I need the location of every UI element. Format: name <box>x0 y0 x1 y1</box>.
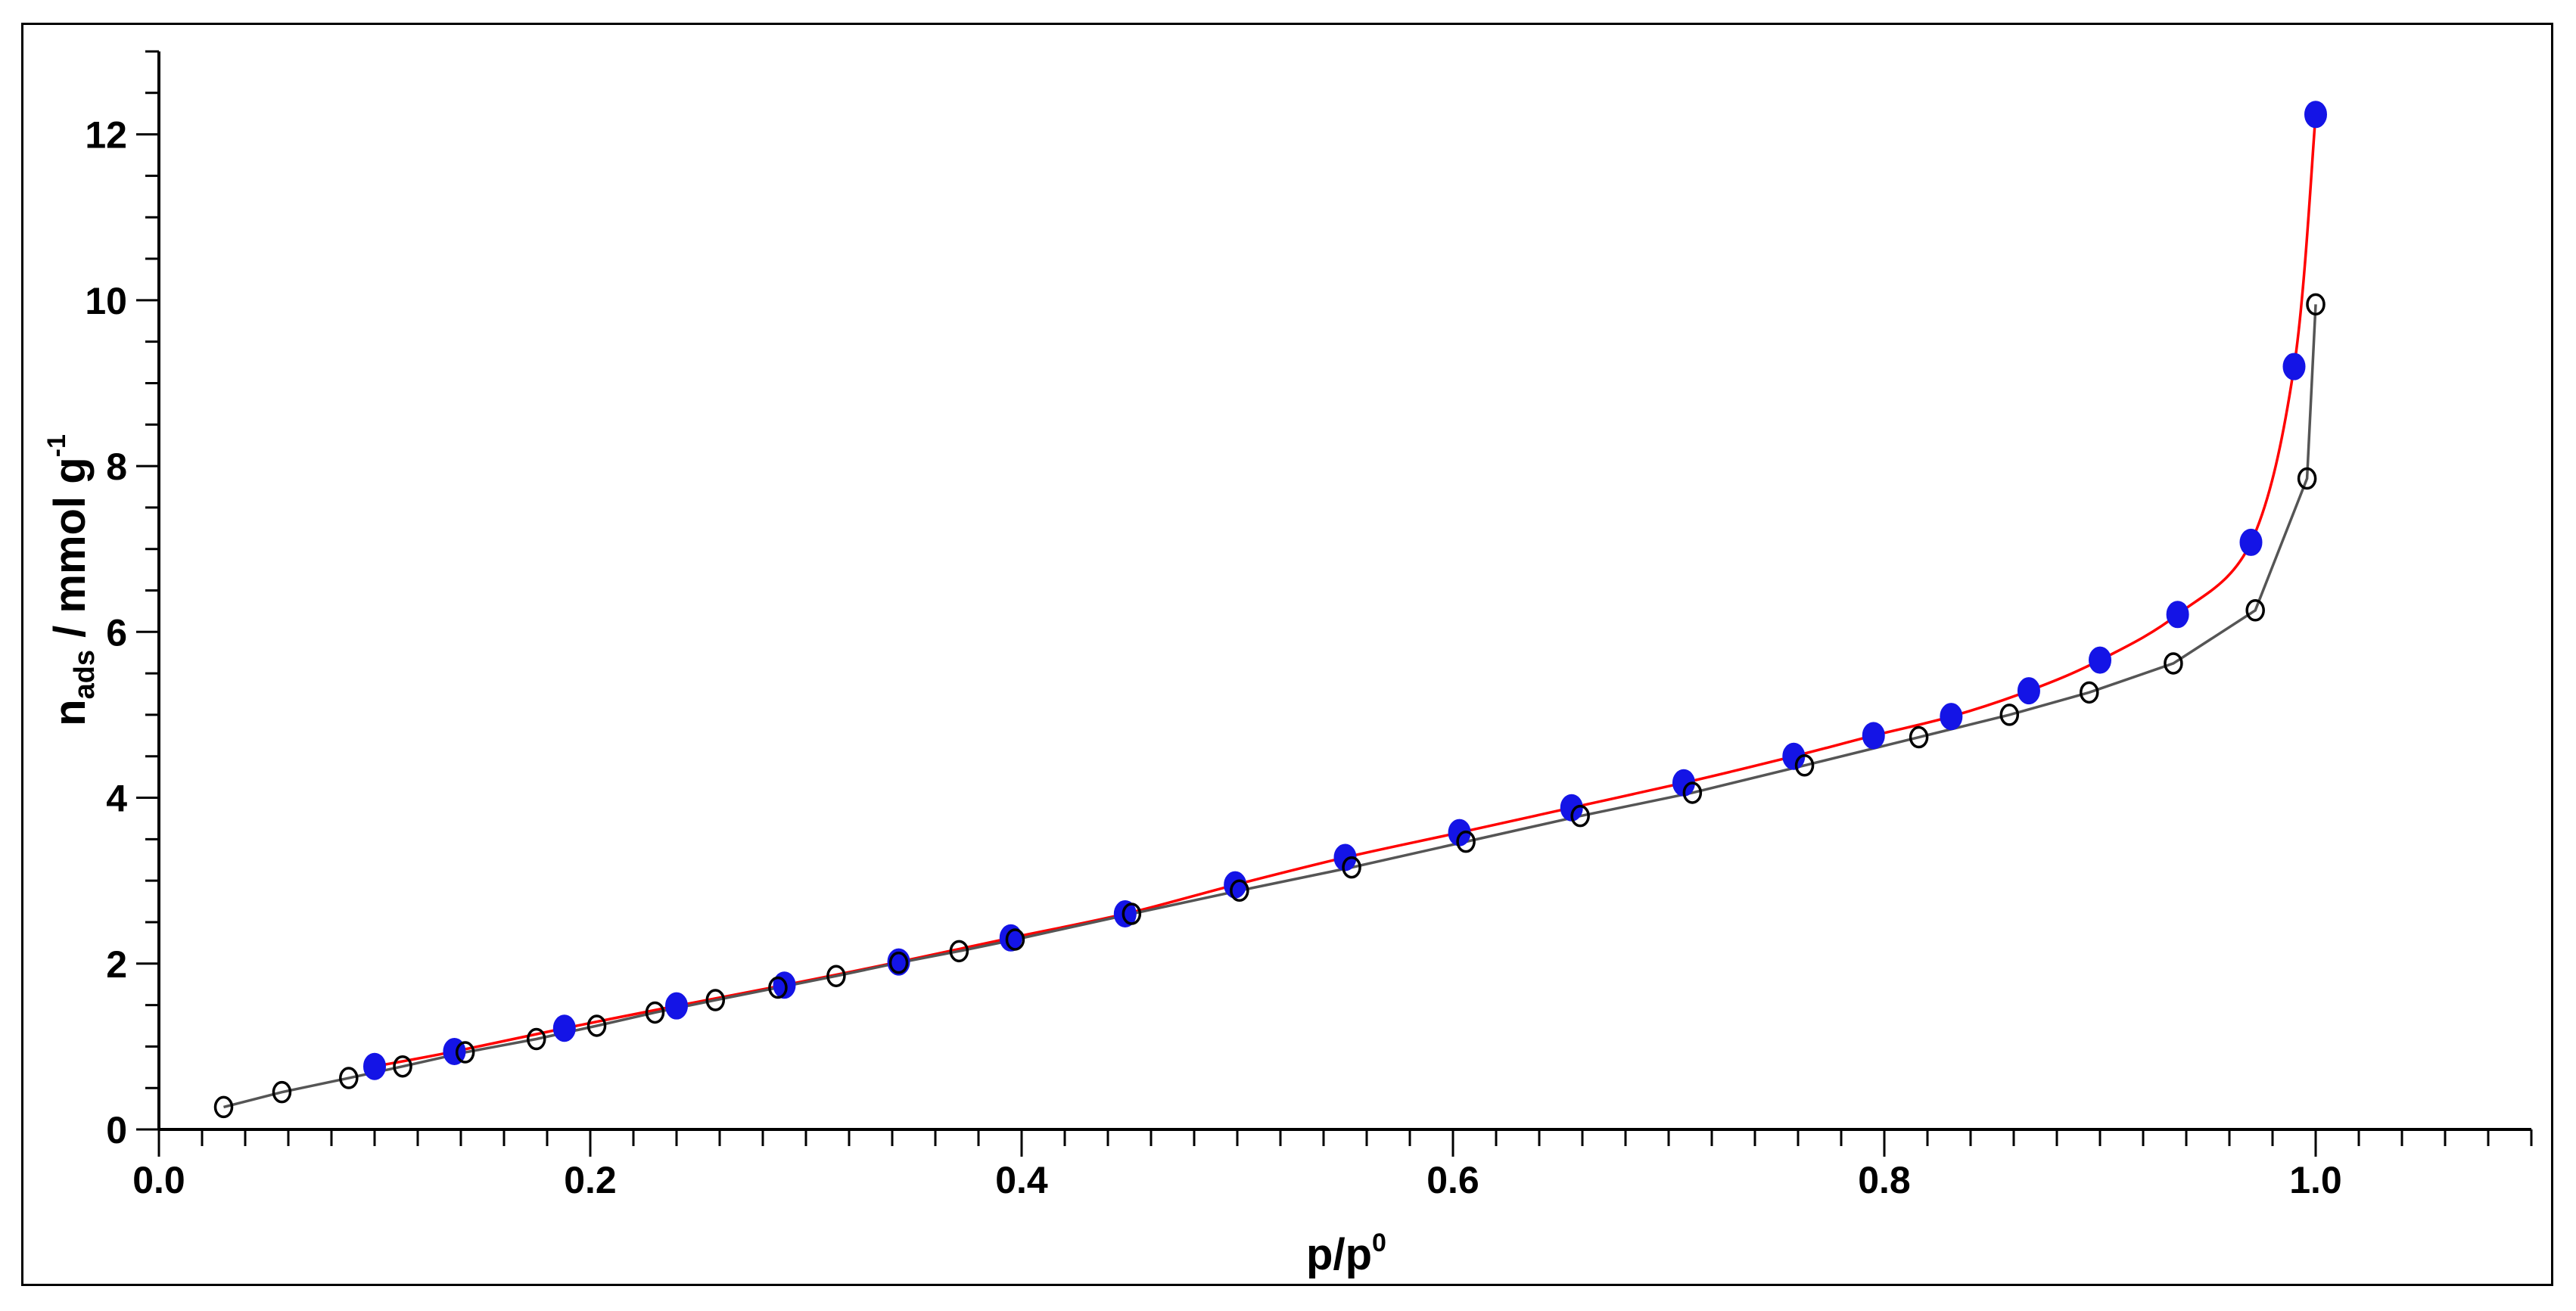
y-ticks: 0 2 4 6 8 10 12 <box>85 50 159 1151</box>
y-tick-label: 4 <box>106 778 127 820</box>
adsorption-point <box>768 976 788 999</box>
adsorption-point <box>272 1080 292 1104</box>
adsorption-point <box>705 989 726 1011</box>
desorption-point <box>1862 722 1885 750</box>
x-tick-label: 0.6 <box>1426 1159 1479 1201</box>
x-axis-title: p/p0 <box>1306 1229 1386 1279</box>
desorption-point <box>363 1052 386 1080</box>
y-tick-label: 10 <box>85 280 127 322</box>
adsorption-point <box>826 965 846 987</box>
desorption-point <box>665 992 688 1020</box>
adsorption-point <box>1682 781 1703 804</box>
desorption-point <box>1113 900 1137 927</box>
adsorption-line <box>223 304 2317 1109</box>
desorption-point <box>2304 101 2327 129</box>
axes: 0.0 0.2 0.4 0.6 0.8 1.0 0 2 4 6 8 10 12 <box>85 50 2533 1201</box>
adsorption-point <box>2080 681 2099 704</box>
series-layer <box>213 101 2327 1119</box>
x-tick-label: 0.2 <box>564 1159 617 1201</box>
adsorption-point <box>1122 902 1142 925</box>
adsorption-point <box>527 1027 546 1051</box>
chart-frame <box>21 23 2553 1286</box>
adsorption-point <box>1794 754 1815 777</box>
desorption-point <box>552 1014 576 1042</box>
desorption-point <box>2089 646 2111 674</box>
desorption-point <box>2017 677 2040 705</box>
adsorption-point <box>2306 293 2326 316</box>
desorption-point <box>999 924 1022 952</box>
adsorption-point <box>339 1067 359 1089</box>
adsorption-point <box>1005 928 1025 951</box>
adsorption-point <box>645 1001 665 1024</box>
adsorption-point <box>2245 599 2265 622</box>
x-tick-label: 1.0 <box>2289 1159 2342 1201</box>
desorption-point <box>2239 528 2263 556</box>
y-tick-label: 8 <box>106 446 127 488</box>
adsorption-point <box>455 1041 475 1064</box>
desorption-point <box>1940 703 1963 731</box>
y-axis-title: nads / mmol g-1 <box>42 434 101 726</box>
adsorption-point <box>2164 652 2183 675</box>
adsorption-point <box>1456 830 1476 853</box>
y-tick-label: 2 <box>106 943 127 986</box>
y-tick-label: 0 <box>106 1109 127 1151</box>
x-tick-label: 0.8 <box>1858 1159 1911 1201</box>
adsorption-point <box>586 1014 607 1037</box>
y-tick-label: 6 <box>106 611 127 654</box>
desorption-point <box>2166 601 2189 629</box>
adsorption-point <box>2297 467 2317 490</box>
desorption-line <box>374 114 2317 1068</box>
adsorption-point <box>1999 704 2020 726</box>
desorption-point <box>1224 871 1247 899</box>
adsorption-point <box>1570 804 1590 828</box>
adsorption-point <box>1342 856 1361 879</box>
adsorption-point <box>393 1055 412 1078</box>
x-tick-label: 0.4 <box>995 1159 1048 1201</box>
adsorption-point <box>949 940 969 963</box>
adsorption-point <box>1909 725 1929 749</box>
adsorption-point <box>1230 879 1249 902</box>
adsorption-point <box>888 951 909 974</box>
adsorption-point <box>213 1095 234 1119</box>
x-ticks: 0.0 0.2 0.4 0.6 0.8 1.0 <box>132 1129 2533 1201</box>
x-tick-label: 0.0 <box>132 1159 185 1201</box>
y-tick-label: 12 <box>85 114 127 157</box>
desorption-point <box>2282 353 2306 381</box>
